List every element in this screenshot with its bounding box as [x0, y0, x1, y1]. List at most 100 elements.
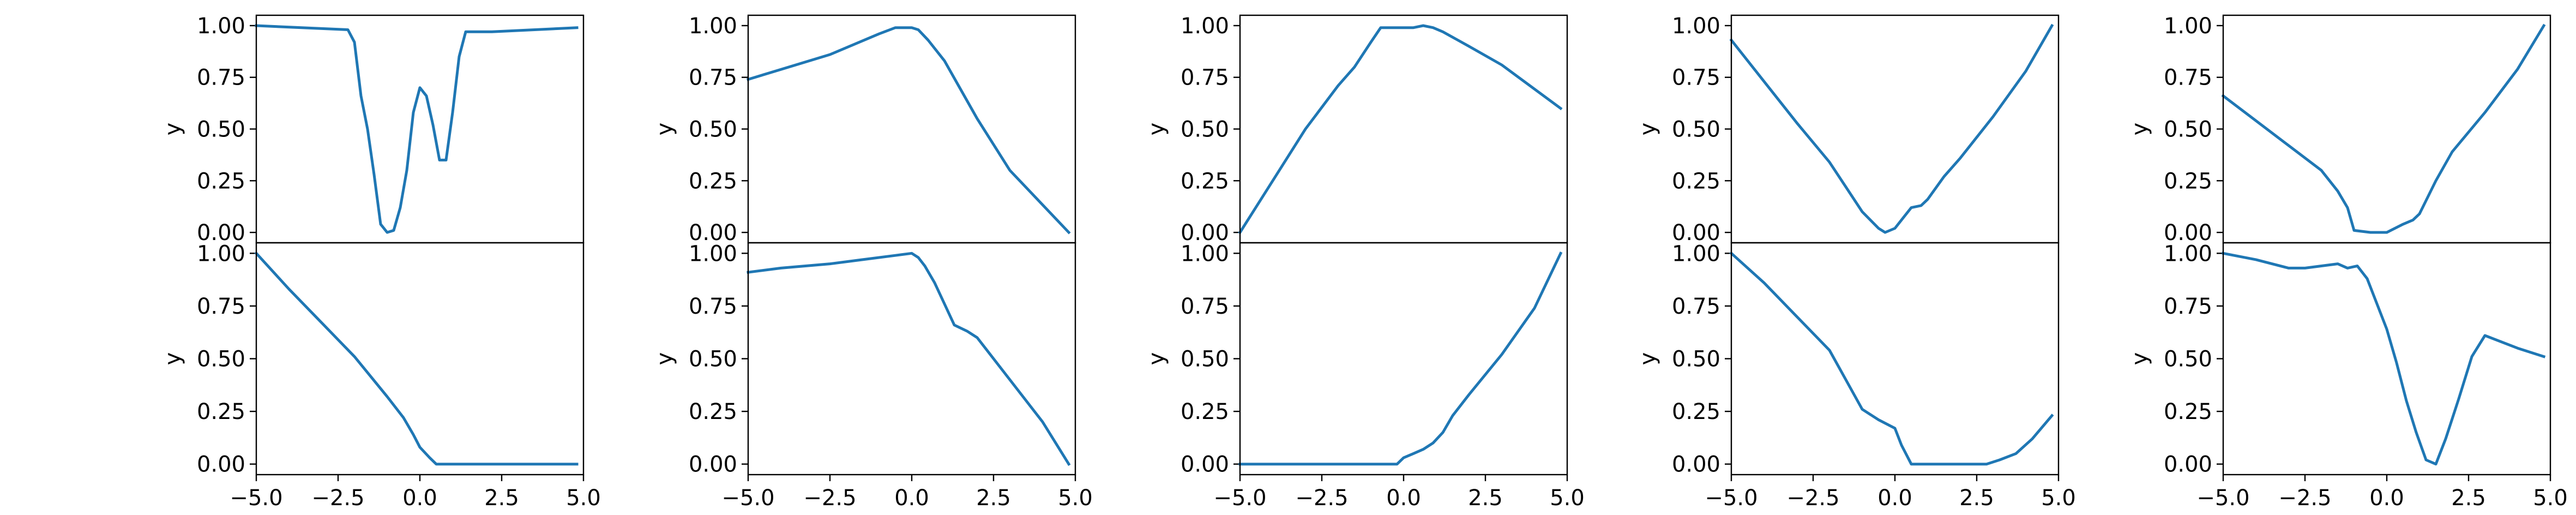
ytick-label: 0.75 [1672, 65, 1720, 91]
ytick-label: 0.00 [197, 220, 245, 245]
axes-frame [747, 242, 1076, 476]
xtick-label: 5.0 [2533, 486, 2568, 511]
ytick-label: 0.50 [2164, 117, 2212, 142]
y-axis-label: y [652, 123, 677, 136]
ytick-label: 1.00 [2164, 241, 2212, 266]
series-line [2222, 251, 2546, 466]
xtick-label: −2.5 [311, 486, 364, 511]
ytick-label: 0.00 [689, 220, 737, 245]
ytick-label: 1.00 [689, 14, 737, 39]
ytick-label: 0.50 [197, 347, 245, 372]
ytick-label: 0.00 [1672, 220, 1720, 245]
series-line [1729, 251, 2054, 466]
xtick-label: −2.5 [803, 486, 856, 511]
ytick-label: 1.00 [1181, 14, 1229, 39]
ytick-label: 0.75 [689, 294, 737, 319]
ytick-label: 0.75 [1181, 294, 1229, 319]
ytick-label: 1.00 [1672, 14, 1720, 39]
xtick-label: −5.0 [721, 486, 774, 511]
y-axis-label: y [160, 123, 185, 136]
ytick-label: 0.50 [1672, 117, 1720, 142]
axes-frame [255, 242, 585, 476]
axes-frame [1730, 242, 2060, 476]
xtick-label: 0.0 [2369, 486, 2404, 511]
subplot-1: 0.00 0.25 0.50 0.75 1.00 y [160, 14, 585, 245]
ytick-label: 1.00 [1672, 241, 1720, 266]
ytick-label: 0.25 [197, 169, 245, 194]
ytick-label: 0.25 [197, 399, 245, 424]
ytick-label: 0.75 [1672, 294, 1720, 319]
series-line [1238, 24, 1563, 235]
series-line [2221, 23, 2546, 234]
ytick-label: 0.25 [689, 169, 737, 194]
ytick-label: 0.00 [689, 452, 737, 477]
xtick-label: 0.0 [894, 486, 929, 511]
xtick-label: −2.5 [2278, 486, 2331, 511]
y-axis-label: y [1635, 123, 1660, 136]
y-axis-label: y [652, 352, 677, 366]
subplot-3: 0.00 0.25 0.50 0.75 1.00 y [1144, 14, 1568, 245]
y-axis-label: y [1144, 352, 1169, 366]
series-line [746, 26, 1071, 235]
ytick-label: 1.00 [689, 241, 737, 266]
series-line [1238, 251, 1563, 466]
ytick-label: 0.00 [197, 452, 245, 477]
ytick-label: 0.00 [2164, 220, 2212, 245]
ytick-label: 1.00 [197, 14, 245, 39]
ytick-label: 0.50 [1672, 347, 1720, 372]
axes-frame [2222, 242, 2551, 476]
ytick-label: 0.50 [197, 117, 245, 142]
ytick-label: 0.25 [2164, 399, 2212, 424]
xtick-label: −5.0 [1213, 486, 1266, 511]
subplot-2: 0.00 0.25 0.50 0.75 1.00 y [652, 14, 1076, 245]
axes-frame [1730, 14, 2060, 244]
ytick-label: 0.25 [1181, 169, 1229, 194]
xtick-label: 2.5 [1468, 486, 1503, 511]
xtick-label: 2.5 [1959, 486, 1994, 511]
ytick-label: 0.00 [1181, 220, 1229, 245]
ytick-label: 1.00 [2164, 14, 2212, 39]
ytick-label: 0.25 [2164, 169, 2212, 194]
ytick-label: 1.00 [1181, 241, 1229, 266]
ytick-label: 1.00 [197, 241, 245, 266]
ytick-label: 0.00 [2164, 452, 2212, 477]
ytick-label: 0.75 [197, 65, 245, 91]
subplot-9: 0.00 0.25 0.50 0.75 1.00 −5.0 −2.5 0.0 2.5 5.0 y [1635, 241, 2076, 511]
xtick-label: 5.0 [1058, 486, 1093, 511]
ytick-label: 0.50 [1181, 347, 1229, 372]
series-line [254, 251, 579, 466]
ytick-label: 0.50 [689, 347, 737, 372]
xtick-label: 5.0 [566, 486, 601, 511]
xtick-label: −5.0 [1705, 486, 1758, 511]
y-axis-label: y [1635, 352, 1660, 366]
xtick-label: 5.0 [2041, 486, 2076, 511]
ytick-label: 0.75 [1181, 65, 1229, 91]
y-axis-label: y [2127, 352, 2152, 366]
xtick-label: 0.0 [1386, 486, 1421, 511]
xtick-label: 2.5 [976, 486, 1011, 511]
ytick-label: 0.00 [1181, 452, 1229, 477]
ytick-label: 0.50 [2164, 347, 2212, 372]
y-axis-label: y [1144, 123, 1169, 136]
subplot-4: 0.00 0.25 0.50 0.75 1.00 y [1635, 14, 2060, 245]
subplot-6: 0.00 0.25 0.50 0.75 1.00 −5.0 −2.5 0.0 2.5 5.0 y [160, 241, 601, 511]
ytick-label: 0.75 [2164, 294, 2212, 319]
xtick-label: 2.5 [484, 486, 519, 511]
ytick-label: 0.25 [1672, 169, 1720, 194]
series-line [747, 251, 1071, 466]
ytick-label: 0.50 [689, 117, 737, 142]
xtick-label: −5.0 [230, 486, 282, 511]
subplot-10: 0.00 0.25 0.50 0.75 1.00 −5.0 −2.5 0.0 2.5 5.0 y [2127, 241, 2568, 511]
axes-frame [2222, 14, 2551, 244]
xtick-label: 0.0 [402, 486, 437, 511]
ytick-label: 0.75 [689, 65, 737, 91]
series-line [255, 24, 579, 234]
axes-frame [255, 14, 585, 244]
ytick-label: 0.25 [1672, 399, 1720, 424]
ytick-label: 0.75 [2164, 65, 2212, 91]
xtick-label: −2.5 [1295, 486, 1348, 511]
xtick-label: −2.5 [1786, 486, 1839, 511]
subplot-7: 0.00 0.25 0.50 0.75 1.00 −5.0 −2.5 0.0 2.5 5.0 y [652, 241, 1093, 511]
xtick-label: 5.0 [1550, 486, 1585, 511]
